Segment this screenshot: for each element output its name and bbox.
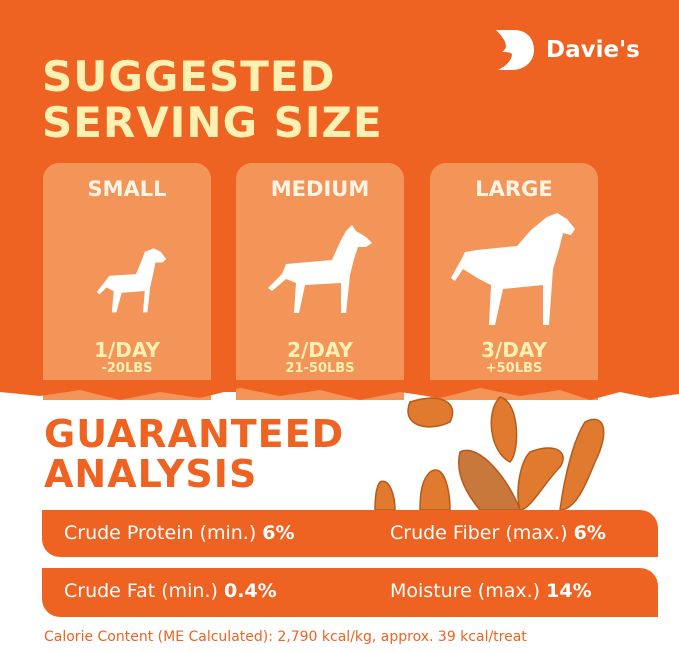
analysis-label: Crude Protein (min.) [64,522,257,544]
analysis-item-crude-fat: Crude Fat (min.) 0.4% [64,580,277,602]
analysis-row: Crude Fat (min.) 0.4% Moisture (max.) 14… [42,568,658,617]
card-weight: -20LBS [101,361,153,376]
card-frequency: 1/DAY [94,338,160,362]
analysis-value: 6% [573,522,606,544]
card-medium: MEDIUM 2/DAY 21-50LBS [236,163,404,400]
analysis-title: GUARANTEED ANALYSIS [44,414,344,494]
calorie-note: Calorie Content (ME Calculated): 2,790 k… [44,629,527,645]
analysis-item-moisture: Moisture (max.) 14% [390,580,592,602]
card-weight: 21-50LBS [285,361,355,376]
card-size: MEDIUM [270,177,370,201]
card-size: SMALL [87,177,167,201]
analysis-row: Crude Protein (min.) 6% Crude Fiber (max… [42,510,658,557]
card-size: LARGE [475,177,553,201]
analysis-title-line1: GUARANTEED [44,412,345,456]
card-frequency: 3/DAY [481,338,547,362]
card-large: LARGE 3/DAY +50LBS [430,163,598,400]
analysis-label: Crude Fat (min.) [64,580,218,602]
brand-logo: Davie's [494,28,640,72]
card-frequency: 2/DAY [287,338,353,362]
logo-d-icon [496,30,534,70]
card-weight: +50LBS [485,361,543,376]
serving-title-line2: SERVING SIZE [42,98,383,147]
analysis-value: 0.4% [223,580,277,602]
analysis-value: 14% [546,580,592,602]
analysis-label: Moisture (max.) [390,580,541,602]
brand-name: Davie's [546,37,640,63]
small-dog-icon [96,248,167,313]
analysis-item-crude-protein: Crude Protein (min.) 6% [64,522,295,544]
analysis-label: Crude Fiber (max.) [390,522,568,544]
analysis-value: 6% [262,522,295,544]
sweet-potato-chips-image [374,396,605,510]
analysis-title-line2: ANALYSIS [44,452,258,496]
card-small: SMALL 1/DAY -20LBS [43,163,211,400]
serving-title-line1: SUGGESTED [42,52,336,101]
medium-dog-icon [268,225,372,313]
large-dog-icon [451,213,575,325]
analysis-item-crude-fiber: Crude Fiber (max.) 6% [390,522,606,544]
torn-edge-divider [0,380,679,400]
serving-title: SUGGESTED SERVING SIZE [42,54,383,146]
